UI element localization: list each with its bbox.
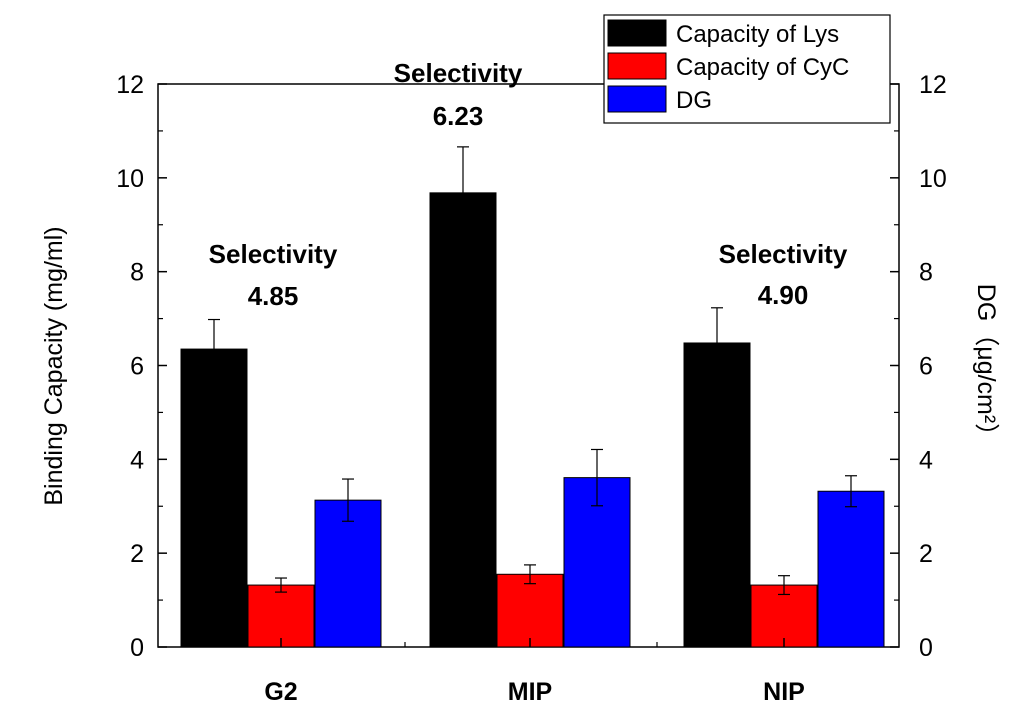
- x-axis: G2 MIP NIP: [264, 638, 805, 706]
- legend-label-0: Capacity of Lys: [676, 21, 839, 48]
- legend-label-2: DG: [676, 87, 712, 114]
- bar-nip-1: [750, 584, 818, 648]
- left-tick-label-10: 10: [116, 165, 144, 193]
- left-tick-label-8: 8: [130, 259, 144, 287]
- selectivity-label-nip: Selectivity: [719, 239, 848, 269]
- right-tick-label-12: 12: [919, 71, 947, 99]
- error-bar-layer: [208, 146, 857, 596]
- right-tick-label-2: 2: [919, 540, 933, 568]
- y2-axis-label: DG（μg/cm²）: [972, 284, 1000, 448]
- right-axis: 0 2 4 6 8 10 12: [890, 71, 947, 662]
- legend-swatch-1: [607, 52, 667, 80]
- bar-mip-1: [496, 573, 564, 648]
- right-tick-label-10: 10: [919, 165, 947, 193]
- legend-swatch-0: [607, 19, 667, 47]
- selectivity-annotations: Selectivity 4.85 Selectivity 6.23 Selectivit…: [209, 58, 848, 311]
- left-tick-label-0: 0: [130, 634, 144, 662]
- left-tick-label-12: 12: [116, 71, 144, 99]
- bar-layer: [180, 192, 885, 648]
- bar-nip-0: [683, 342, 751, 648]
- bar-g2-1: [247, 584, 315, 648]
- x-tick-label-mip: MIP: [508, 678, 552, 706]
- right-tick-label-0: 0: [919, 634, 933, 662]
- left-tick-label-2: 2: [130, 540, 144, 568]
- x-tick-label-g2: G2: [264, 678, 297, 706]
- left-tick-label-4: 4: [130, 446, 144, 474]
- bar-nip-2: [817, 490, 885, 648]
- right-tick-label-6: 6: [919, 353, 933, 381]
- legend-label-1: Capacity of CyC: [676, 54, 849, 81]
- selectivity-value-g2: 4.85: [248, 281, 299, 311]
- legend-swatch-2: [607, 85, 667, 113]
- bar-g2-2: [314, 499, 382, 648]
- bar-mip-0: [429, 192, 497, 648]
- selectivity-label-g2: Selectivity: [209, 239, 338, 269]
- right-tick-label-8: 8: [919, 259, 933, 287]
- selectivity-value-mip: 6.23: [433, 101, 484, 131]
- selectivity-label-mip: Selectivity: [394, 58, 523, 88]
- selectivity-value-nip: 4.90: [758, 280, 809, 310]
- y-axis-label: Binding Capacity (mg/ml): [40, 226, 68, 505]
- left-axis: 0 2 4 6 8 10 12: [116, 71, 167, 662]
- bar-g2-0: [180, 348, 248, 648]
- plot-frame: [157, 83, 900, 648]
- legend: Capacity of Lys Capacity of CyC DG: [603, 14, 891, 124]
- right-tick-label-4: 4: [919, 446, 933, 474]
- left-tick-label-6: 6: [130, 353, 144, 381]
- x-tick-label-nip: NIP: [763, 678, 805, 706]
